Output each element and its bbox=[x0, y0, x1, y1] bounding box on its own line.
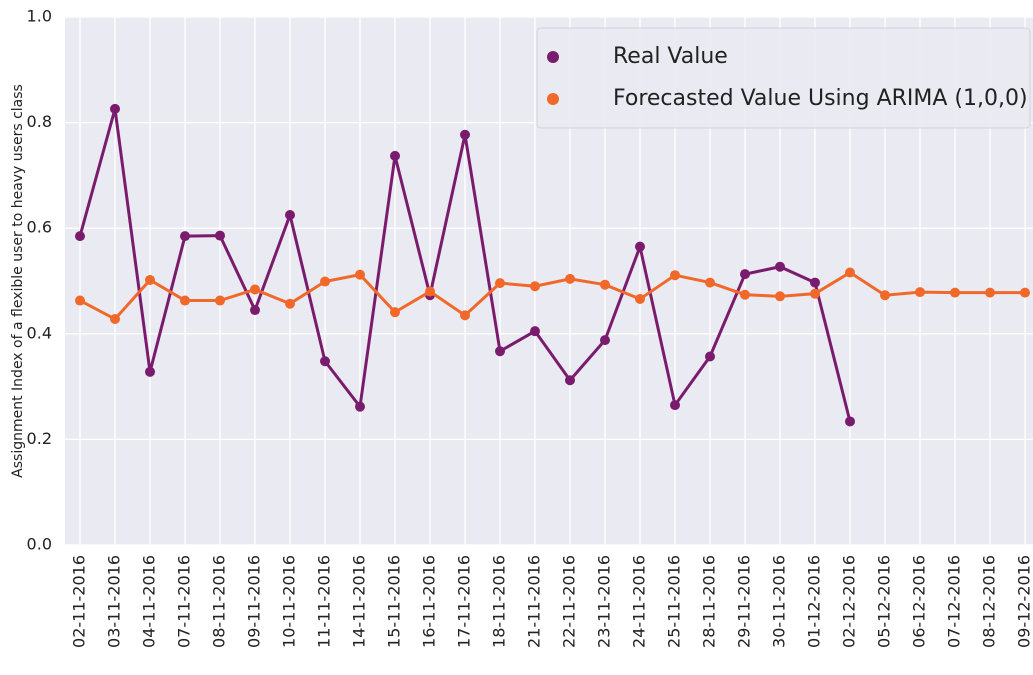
x-tick-label: 24-11-2016 bbox=[630, 555, 649, 648]
x-tick-label: 08-11-2016 bbox=[210, 555, 229, 648]
y-tick-label: 0.4 bbox=[27, 323, 52, 342]
data-point bbox=[145, 366, 155, 377]
x-tick-label: 02-12-2016 bbox=[840, 555, 859, 648]
x-tick-label: 08-12-2016 bbox=[980, 555, 999, 648]
data-point bbox=[845, 416, 855, 427]
data-point bbox=[285, 210, 295, 220]
x-tick-label: 10-11-2016 bbox=[280, 555, 299, 648]
data-point bbox=[670, 400, 680, 411]
data-point bbox=[250, 284, 260, 295]
data-point bbox=[915, 287, 925, 298]
x-tick-label: 04-11-2016 bbox=[140, 555, 159, 648]
data-point bbox=[810, 277, 820, 288]
data-point bbox=[705, 277, 715, 288]
data-point bbox=[145, 274, 155, 285]
data-point bbox=[705, 351, 715, 362]
legend-marker bbox=[547, 51, 559, 63]
data-point bbox=[355, 401, 365, 412]
data-point bbox=[250, 305, 260, 316]
x-tick-label: 01-12-2016 bbox=[805, 555, 824, 648]
data-point bbox=[425, 286, 435, 297]
x-tick-label: 02-11-2016 bbox=[70, 555, 89, 648]
y-tick-label: 1.0 bbox=[27, 7, 52, 26]
x-tick-label: 07-11-2016 bbox=[175, 555, 194, 648]
x-tick-label: 23-11-2016 bbox=[595, 555, 614, 648]
x-tick-label: 17-11-2016 bbox=[455, 555, 474, 648]
data-point bbox=[880, 290, 890, 301]
series-line bbox=[79, 270, 1025, 321]
data-point bbox=[740, 289, 750, 300]
data-point bbox=[320, 356, 330, 367]
data-point bbox=[670, 270, 680, 281]
data-point bbox=[390, 307, 400, 318]
x-tick-label: 15-11-2016 bbox=[385, 555, 404, 648]
data-point bbox=[75, 295, 85, 306]
x-tick-label: 05-12-2016 bbox=[875, 555, 894, 648]
data-point bbox=[495, 346, 505, 357]
y-tick-label: 0.0 bbox=[27, 535, 52, 554]
data-point bbox=[810, 288, 820, 299]
x-tick-label: 16-11-2016 bbox=[420, 555, 439, 648]
x-tick-label: 28-11-2016 bbox=[700, 555, 719, 648]
data-point bbox=[635, 241, 645, 252]
data-point bbox=[600, 335, 610, 346]
x-tick-label: 21-11-2016 bbox=[525, 555, 544, 648]
data-point bbox=[985, 287, 995, 298]
x-tick-label: 09-12-2016 bbox=[1015, 555, 1033, 648]
data-point bbox=[355, 269, 365, 280]
x-tick-label: 09-11-2016 bbox=[245, 555, 264, 648]
data-point bbox=[565, 273, 575, 284]
data-point bbox=[495, 278, 505, 289]
legend-label: Forecasted Value Using ARIMA (1,0,0) bbox=[613, 86, 1028, 111]
data-point bbox=[110, 314, 120, 325]
data-point bbox=[285, 298, 295, 309]
data-point bbox=[180, 231, 190, 242]
x-tick-label: 11-11-2016 bbox=[315, 555, 334, 648]
data-point bbox=[75, 231, 85, 242]
x-tick-label: 22-11-2016 bbox=[560, 555, 579, 648]
y-axis-label: Assignment Index of a flexible user to h… bbox=[10, 84, 26, 478]
data-point bbox=[215, 230, 225, 241]
data-point bbox=[530, 281, 540, 292]
x-tick-label: 06-12-2016 bbox=[910, 555, 929, 648]
data-point bbox=[110, 103, 120, 114]
data-point bbox=[460, 129, 470, 140]
x-tick-label: 30-11-2016 bbox=[770, 555, 789, 648]
x-tick-label: 18-11-2016 bbox=[490, 555, 509, 648]
x-tick-label: 03-11-2016 bbox=[105, 555, 124, 648]
data-point bbox=[1020, 287, 1030, 298]
data-point bbox=[390, 150, 400, 161]
y-tick-label: 0.2 bbox=[27, 429, 52, 448]
x-tick-label: 29-11-2016 bbox=[735, 555, 754, 648]
data-point bbox=[320, 276, 330, 287]
data-point bbox=[215, 295, 225, 306]
data-point bbox=[845, 267, 855, 278]
y-tick-label: 0.6 bbox=[27, 218, 52, 237]
legend-label: Real Value bbox=[613, 44, 728, 69]
data-point bbox=[635, 293, 645, 304]
x-tick-label: 07-12-2016 bbox=[945, 555, 964, 648]
y-tick-label: 0.8 bbox=[27, 112, 52, 131]
data-point bbox=[565, 375, 575, 386]
data-point bbox=[775, 261, 785, 272]
data-point bbox=[775, 291, 785, 302]
data-point bbox=[740, 269, 750, 280]
legend-box bbox=[536, 27, 1031, 129]
x-tick-label: 14-11-2016 bbox=[350, 555, 369, 648]
x-tick-label: 25-11-2016 bbox=[665, 555, 684, 648]
data-point bbox=[530, 326, 540, 337]
data-point bbox=[600, 279, 610, 290]
data-point bbox=[180, 295, 190, 306]
legend-marker bbox=[547, 93, 559, 105]
data-point bbox=[460, 310, 470, 321]
data-point bbox=[950, 287, 960, 298]
